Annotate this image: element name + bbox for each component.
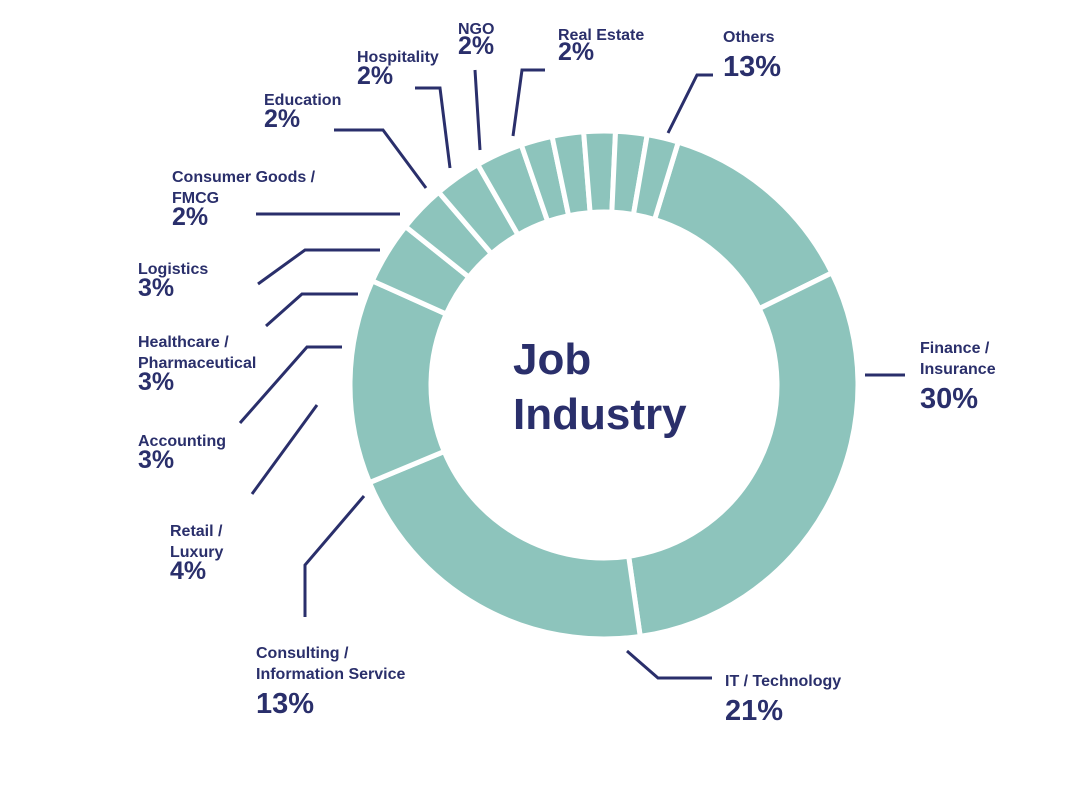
label-retail-luxury: Luxury [170, 544, 223, 561]
label-finance-insurance: Insurance [920, 361, 996, 378]
label-finance-insurance: Finance / [920, 340, 990, 357]
label-real-estate: Real Estate [558, 27, 644, 44]
chart-title-line: Industry [513, 390, 687, 439]
label-others: Others [723, 29, 775, 46]
leader-others [666, 73, 713, 134]
value-label-consumer-goods-fmcg: 2% [172, 203, 208, 231]
slice-consulting-information-service [347, 277, 450, 486]
value-label-logistics: 3% [138, 274, 174, 302]
value-label-retail-luxury: 4% [170, 557, 206, 585]
label-hospitality: Hospitality [357, 49, 439, 66]
value-label-real-estate: 2% [558, 38, 594, 66]
leader-logistics [257, 248, 380, 286]
label-consumer-goods-fmcg: FMCG [172, 190, 219, 207]
leader-accounting [238, 345, 342, 424]
leader-retail-luxury [250, 404, 319, 495]
value-label-accounting: 3% [138, 446, 174, 474]
leader-lines [238, 68, 905, 680]
value-label-consulting-information-service: 13% [256, 688, 314, 720]
value-label-others: 13% [723, 51, 781, 83]
leader-education [334, 128, 428, 189]
slice-labels: Others 13% Finance / Insurance 30% IT / Techn… [138, 21, 996, 727]
value-label-ngo: 2% [458, 32, 494, 60]
chart-title-line: Job [513, 335, 591, 384]
leader-ngo [473, 69, 482, 151]
leader-consulting-information-service [303, 495, 366, 617]
slice-it-technology [366, 448, 644, 642]
label-education: Education [264, 92, 341, 109]
value-label-education: 2% [264, 105, 300, 133]
leader-it-technology [626, 649, 712, 680]
label-it-technology: IT / Technology [725, 673, 841, 690]
label-retail-luxury: Retail / [170, 523, 223, 540]
value-label-healthcare-pharmaceutical: 3% [138, 368, 174, 396]
label-consumer-goods-fmcg: Consumer Goods / [172, 169, 316, 186]
value-label-finance-insurance: 30% [920, 383, 978, 415]
leader-hospitality [415, 86, 452, 169]
chart-title: Job Industry [513, 335, 687, 439]
slice-real-estate [630, 131, 682, 223]
slice-finance-insurance [625, 269, 861, 640]
value-label-it-technology: 21% [725, 695, 783, 727]
label-ngo: NGO [458, 21, 494, 38]
value-label-hospitality: 2% [357, 62, 393, 90]
label-accounting: Accounting [138, 433, 226, 450]
leader-healthcare-pharmaceutical [265, 292, 358, 328]
label-healthcare-pharmaceutical: Pharmaceutical [138, 355, 256, 372]
label-consulting-information-service: Information Service [256, 666, 405, 683]
label-logistics: Logistics [138, 261, 208, 278]
donut-slices [347, 128, 861, 642]
label-consulting-information-service: Consulting / [256, 645, 349, 662]
label-healthcare-pharmaceutical: Healthcare / [138, 334, 229, 351]
leader-real-estate [511, 68, 545, 137]
